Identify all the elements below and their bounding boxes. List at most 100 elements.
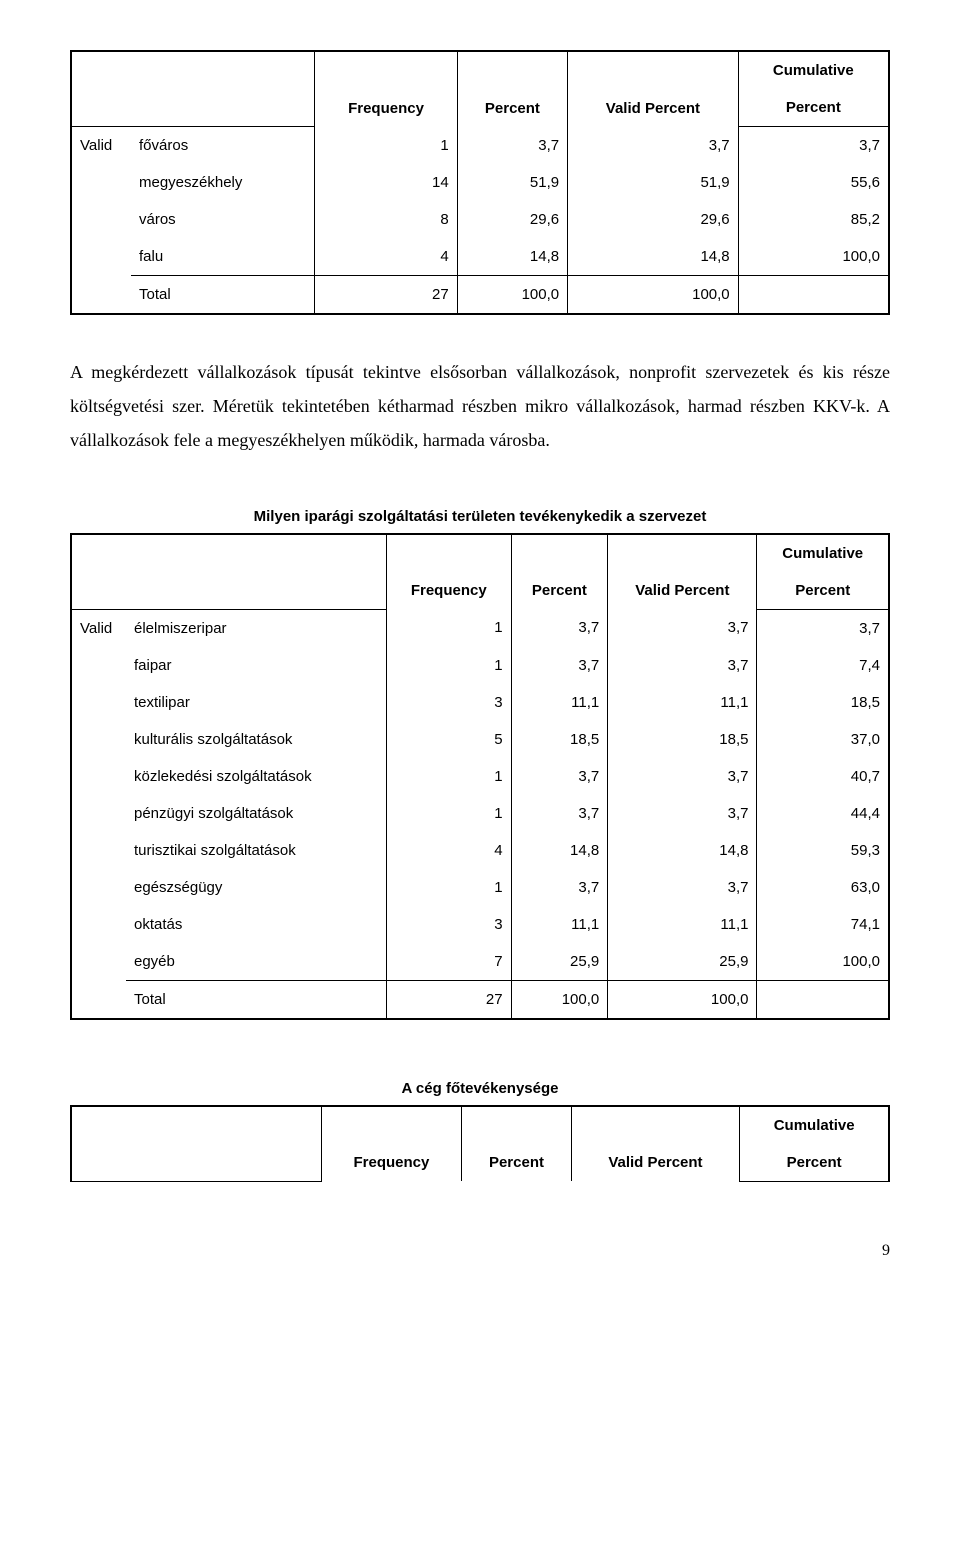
table-row: faipar 1 3,7 3,7 7,4 [71,647,889,684]
cell-freq: 1 [386,869,511,906]
row-label: oktatás [126,906,386,943]
cell-freq: 1 [386,795,511,832]
row-label: egyéb [126,943,386,981]
cell-vpct: 29,6 [568,201,739,238]
cell-freq: 4 [315,238,457,276]
cell-freq: 27 [386,980,511,1019]
cell-freq: 1 [386,609,511,647]
table-3: A cég főtevékenysége Frequency Percent V… [70,1080,890,1182]
cell-pct: 14,8 [457,238,567,276]
cell-pct: 3,7 [511,609,608,647]
cell-cum: 100,0 [757,943,889,981]
col-pct: Percent [511,534,608,610]
cell-pct: 11,1 [511,906,608,943]
cell-cum: 40,7 [757,758,889,795]
table-2-caption: Milyen iparági szolgáltatási területen t… [70,508,890,525]
row-label: Total [126,980,386,1019]
cell-vpct: 3,7 [568,127,739,165]
cell-pct: 51,9 [457,164,567,201]
valid-label: Valid [71,127,131,165]
cell-pct: 3,7 [511,795,608,832]
table-row: turisztikai szolgáltatások 4 14,8 14,8 5… [71,832,889,869]
row-label: falu [131,238,315,276]
col-cum-bot: Percent [740,1144,889,1182]
cell-cum: 85,2 [738,201,889,238]
table-row: egyéb 7 25,9 25,9 100,0 [71,943,889,981]
row-label: megyeszékhely [131,164,315,201]
cell-vpct: 3,7 [608,795,757,832]
cell-vpct: 3,7 [608,869,757,906]
cell-cum: 18,5 [757,684,889,721]
table-row: közlekedési szolgáltatások 1 3,7 3,7 40,… [71,758,889,795]
freq-table-3: Frequency Percent Valid Percent Cumulati… [70,1105,890,1182]
cell-pct: 3,7 [457,127,567,165]
cell-vpct: 25,9 [608,943,757,981]
cell-vpct: 100,0 [568,276,739,315]
table-3-caption: A cég főtevékenysége [70,1080,890,1097]
row-label: élelmiszeripar [126,609,386,647]
col-cum-top: Cumulative [738,51,889,89]
cell-vpct: 3,7 [608,647,757,684]
cell-pct: 18,5 [511,721,608,758]
col-freq: Frequency [315,51,457,127]
cell-pct: 100,0 [457,276,567,315]
col-cum-bot: Percent [738,89,889,127]
table-row: oktatás 3 11,1 11,1 74,1 [71,906,889,943]
cell-cum: 44,4 [757,795,889,832]
cell-freq: 3 [386,684,511,721]
cell-pct: 3,7 [511,869,608,906]
cell-pct: 29,6 [457,201,567,238]
row-label: közlekedési szolgáltatások [126,758,386,795]
table-row-total: Total 27 100,0 100,0 [71,276,889,315]
freq-table-2: Frequency Percent Valid Percent Cumulati… [70,533,890,1020]
row-label: város [131,201,315,238]
table-row: Valid főváros 1 3,7 3,7 3,7 [71,127,889,165]
cell-freq: 4 [386,832,511,869]
cell-vpct: 11,1 [608,684,757,721]
row-label: textilipar [126,684,386,721]
cell-pct: 100,0 [511,980,608,1019]
cell-freq: 1 [386,647,511,684]
table-row: kulturális szolgáltatások 5 18,5 18,5 37… [71,721,889,758]
row-label: turisztikai szolgáltatások [126,832,386,869]
table-row: falu 4 14,8 14,8 100,0 [71,238,889,276]
cell-cum: 74,1 [757,906,889,943]
row-label: Total [131,276,315,315]
cell-freq: 27 [315,276,457,315]
row-label: kulturális szolgáltatások [126,721,386,758]
cell-cum: 63,0 [757,869,889,906]
row-label: egészségügy [126,869,386,906]
cell-freq: 5 [386,721,511,758]
cell-vpct: 11,1 [608,906,757,943]
row-label: főváros [131,127,315,165]
cell-vpct: 18,5 [608,721,757,758]
cell-pct: 11,1 [511,684,608,721]
cell-freq: 8 [315,201,457,238]
cell-cum [757,980,889,1019]
cell-cum [738,276,889,315]
cell-cum: 59,3 [757,832,889,869]
cell-freq: 7 [386,943,511,981]
table-row: pénzügyi szolgáltatások 1 3,7 3,7 44,4 [71,795,889,832]
table-row: textilipar 3 11,1 11,1 18,5 [71,684,889,721]
row-label: faipar [126,647,386,684]
col-freq: Frequency [386,534,511,610]
table-row: város 8 29,6 29,6 85,2 [71,201,889,238]
cell-cum: 3,7 [738,127,889,165]
col-pct: Percent [457,51,567,127]
col-cum-top: Cumulative [757,534,889,572]
cell-pct: 14,8 [511,832,608,869]
row-label: pénzügyi szolgáltatások [126,795,386,832]
table-1: Frequency Percent Valid Percent Cumulati… [70,50,890,315]
cell-cum: 7,4 [757,647,889,684]
freq-table-1: Frequency Percent Valid Percent Cumulati… [70,50,890,315]
valid-label: Valid [71,609,126,647]
body-paragraph: A megkérdezett vállalkozások típusát tek… [70,355,890,458]
cell-freq: 3 [386,906,511,943]
cell-pct: 3,7 [511,758,608,795]
cell-cum: 37,0 [757,721,889,758]
col-cum-top: Cumulative [740,1106,889,1144]
cell-cum: 100,0 [738,238,889,276]
col-vpct: Valid Percent [568,51,739,127]
col-freq: Frequency [321,1106,462,1182]
